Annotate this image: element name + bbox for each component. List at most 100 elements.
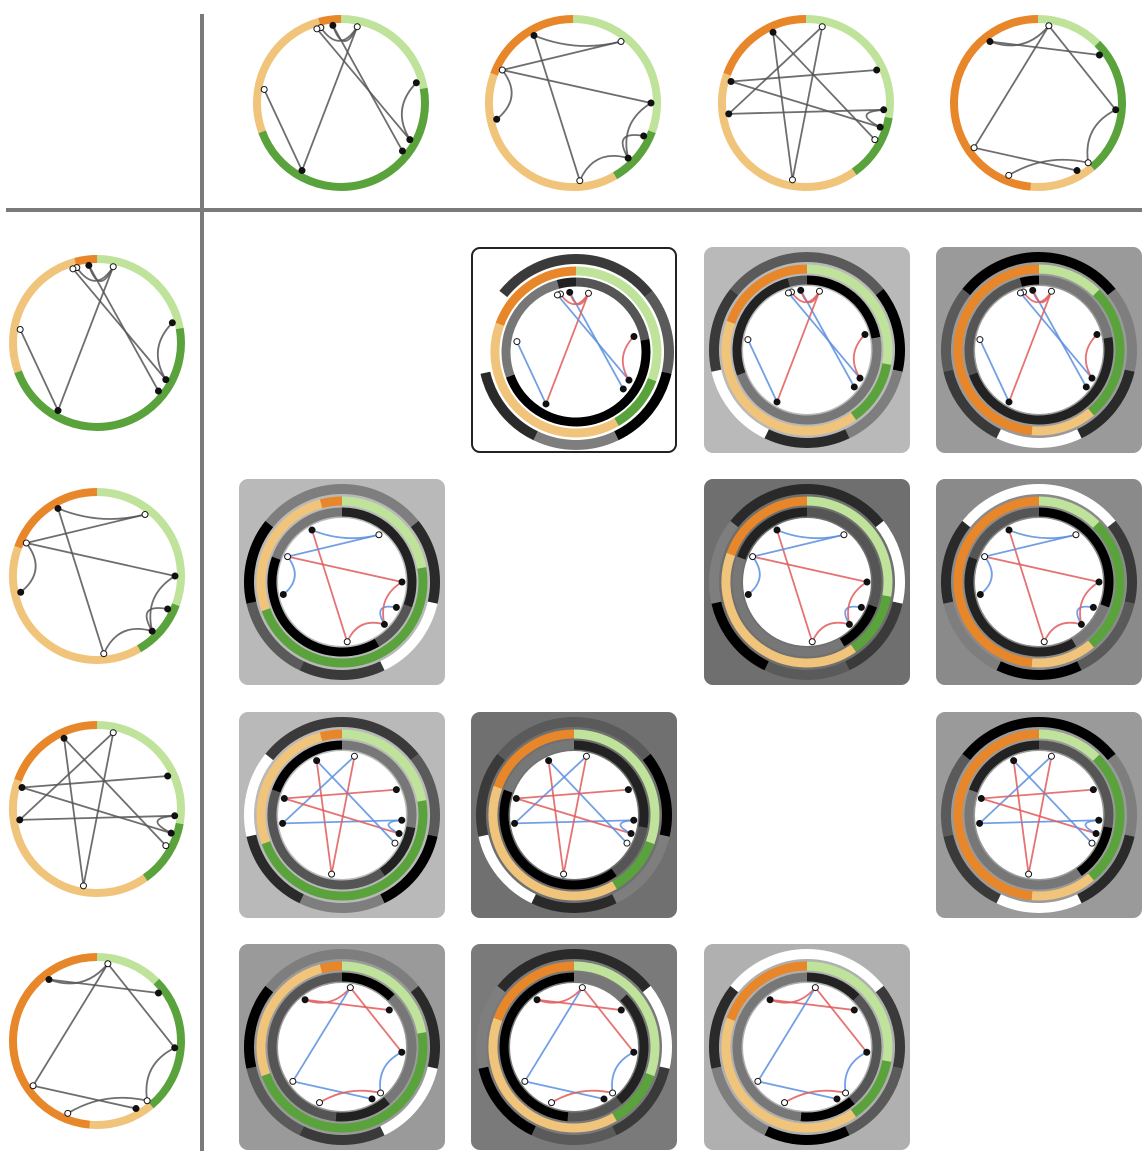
inner-band-segment (575, 277, 650, 341)
cell-node (279, 819, 287, 827)
comparison-cell[interactable] (936, 479, 1142, 685)
row-header-graph-1-edge (19, 329, 59, 411)
row-header-graph-3-node (167, 829, 175, 837)
cell-edge (747, 339, 778, 403)
cell-edge (978, 755, 1053, 825)
category-ring-segment (1088, 521, 1125, 648)
outer-band-segment (764, 661, 850, 680)
inner-band-segment (806, 972, 860, 1001)
comparison-cell[interactable] (239, 479, 445, 685)
cell-edge (1012, 760, 1030, 875)
outer-band-segment (711, 369, 769, 439)
column-header-graph-2-node (640, 132, 648, 140)
cell-edge (787, 292, 861, 379)
cell-node (343, 638, 351, 646)
column-header-graph-3-edge (772, 32, 794, 180)
cell-edge (524, 987, 584, 1082)
column-header-graph-1[interactable] (248, 10, 434, 196)
cell-edge (1084, 819, 1099, 835)
column-header-graph-4-node (1073, 167, 1081, 175)
comparison-cell[interactable] (239, 712, 445, 918)
comparison-cell[interactable] (239, 944, 445, 1150)
outer-band-segment (845, 601, 903, 671)
outer-band-segment (875, 520, 905, 604)
comparison-cell[interactable] (936, 247, 1142, 453)
comparison-cell[interactable] (471, 712, 677, 918)
comparison-cell[interactable] (471, 944, 677, 1150)
cell-edge (747, 556, 761, 596)
row-header-graph-1-ring-segment (96, 255, 184, 330)
cell-edge (379, 605, 397, 625)
row-header-graph-3-ring-segment (96, 721, 185, 825)
row-header-graph-4-edge (32, 1084, 137, 1110)
comparison-cell[interactable] (704, 944, 910, 1150)
row-header-graph-4-node (64, 1109, 72, 1117)
column-header-graph-4[interactable] (945, 10, 1131, 196)
column-header-graph-2-edge (533, 34, 622, 47)
inner-band-segment (335, 1097, 390, 1122)
column-header-graph-3[interactable] (713, 10, 899, 196)
comparison-cell[interactable] (704, 247, 910, 453)
cell-node (773, 526, 781, 534)
outer-band-segment (612, 1066, 670, 1136)
row-header-graph-2[interactable] (4, 483, 190, 669)
outer-band-segment (806, 252, 884, 296)
row-header-graph-3-node (18, 784, 26, 791)
row-header-graph-2-node (17, 588, 25, 596)
column-header-graph-2-edge (502, 69, 652, 104)
outer-band-segment (941, 520, 971, 604)
row-header-graph-3-node (162, 842, 170, 850)
inner-band-segment (616, 994, 649, 1105)
cell-edge (844, 605, 862, 625)
cell-node (1005, 526, 1013, 534)
comparison-cell[interactable] (704, 479, 910, 685)
cell-node (578, 984, 586, 992)
outer-band-segment (612, 834, 670, 904)
category-ring-segment (573, 729, 660, 845)
inner-band-segment (503, 740, 575, 793)
row-header-graph-2-edge (102, 627, 153, 655)
outer-band-segment (1107, 520, 1137, 604)
comparison-cell[interactable] (471, 247, 677, 453)
category-ring-segment (721, 1017, 857, 1133)
outer-band-segment (531, 1126, 617, 1145)
category-ring-segment (953, 729, 1040, 901)
cell-edge (387, 819, 402, 835)
comparison-cell[interactable] (936, 712, 1142, 918)
cell-edge (799, 290, 821, 304)
inner-band-segment (968, 507, 1040, 560)
row-header-graph-1-edge (57, 266, 115, 411)
inner-band-segment (341, 740, 417, 828)
category-ring-segment (726, 264, 808, 324)
row-header-graph-1-node (85, 261, 93, 269)
row-header-graph-1[interactable] (4, 250, 190, 436)
inner-band-segment (806, 275, 881, 339)
outer-band-segment (642, 753, 672, 837)
row-header-graph-4-node (45, 976, 53, 984)
column-header-graph-3-edge (728, 26, 823, 115)
cell-node (1095, 816, 1103, 824)
inner-band-segment (611, 826, 648, 877)
inner-band-segment (505, 339, 651, 427)
category-ring-segment (341, 729, 427, 802)
column-header-graph-3-node (880, 106, 888, 114)
row-header-graph-1-ring-segment (14, 327, 185, 431)
cell-node (781, 1099, 789, 1107)
row-header-graph-4[interactable] (4, 948, 190, 1134)
column-header-graph-3-ring-segment (718, 72, 857, 191)
row-header-graph-4-edge (145, 1046, 176, 1101)
row-header-graph-1-edge (156, 322, 173, 381)
outer-band-segment (806, 949, 884, 993)
cell-edge (757, 1080, 838, 1100)
category-ring-segment (256, 964, 323, 1077)
outer-band-segment (996, 429, 1082, 448)
column-header-graph-4-ring-segment (950, 15, 1039, 191)
cell-node (754, 1077, 762, 1085)
cell-node (1005, 398, 1013, 406)
outer-band-segment (1038, 484, 1116, 528)
row-header-graph-3[interactable] (4, 716, 190, 902)
category-ring-segment (490, 322, 619, 438)
outer-band-segment (1107, 288, 1137, 372)
column-header-graph-2[interactable] (480, 10, 666, 196)
row-header-graph-1-ring-segment (74, 255, 98, 266)
